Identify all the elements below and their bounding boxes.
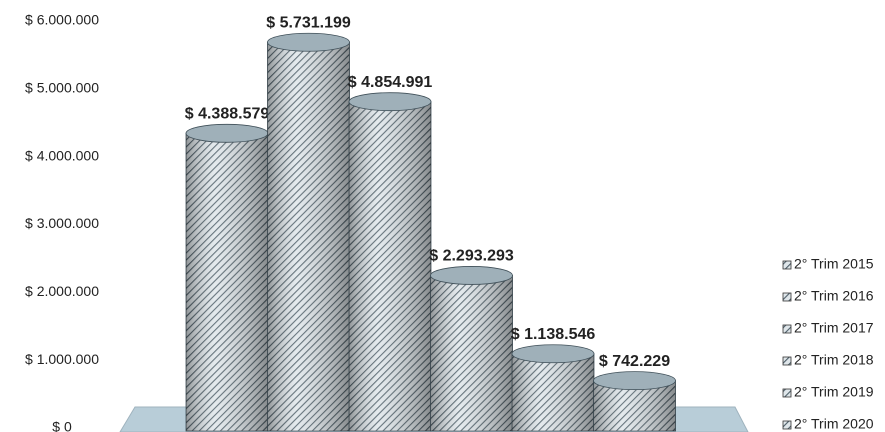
bar-shade xyxy=(430,275,513,431)
legend-label: 2° Trim 2016 xyxy=(794,288,874,304)
legend-swatch xyxy=(782,388,792,398)
bar-top xyxy=(348,92,432,112)
legend-swatch xyxy=(782,292,792,302)
legend-swatch xyxy=(782,260,792,270)
value-label: $ 2.293.293 xyxy=(429,248,514,265)
y-tick-label: $ 6.000.000 xyxy=(25,12,99,28)
legend-label: 2° Trim 2015 xyxy=(794,256,874,272)
bar-top xyxy=(185,123,269,143)
bar-top xyxy=(511,344,595,364)
legend-label: 2° Trim 2017 xyxy=(794,320,874,336)
value-label: $ 4.388.579 xyxy=(185,106,270,123)
value-label: $ 5.731.199 xyxy=(266,14,351,31)
bar-shade xyxy=(349,101,431,432)
value-label: $ 4.854.991 xyxy=(348,74,433,91)
legend-label: 2° Trim 2020 xyxy=(794,416,874,432)
y-tick-label: $ 1.000.000 xyxy=(25,351,99,367)
bar-top xyxy=(593,371,676,391)
y-tick-label: $ 2.000.000 xyxy=(25,283,99,299)
legend-label: 2° Trim 2019 xyxy=(794,384,874,400)
y-tick-label: $ 0 xyxy=(52,419,72,432)
legend-swatch xyxy=(782,420,792,430)
value-label: $ 1.138.546 xyxy=(511,326,596,343)
legend-swatch xyxy=(782,356,792,366)
bar-shade xyxy=(267,42,350,431)
y-tick-label: $ 3.000.000 xyxy=(25,215,99,231)
bar-top xyxy=(430,266,513,285)
bar-shade xyxy=(512,353,594,431)
value-label: $ 742.229 xyxy=(599,353,670,370)
bar-top xyxy=(267,32,350,52)
y-tick-label: $ 5.000.000 xyxy=(25,80,99,96)
y-tick-label: $ 4.000.000 xyxy=(25,147,99,163)
bar-shade xyxy=(186,133,268,432)
legend-swatch xyxy=(782,324,792,334)
legend-label: 2° Trim 2018 xyxy=(794,352,874,368)
